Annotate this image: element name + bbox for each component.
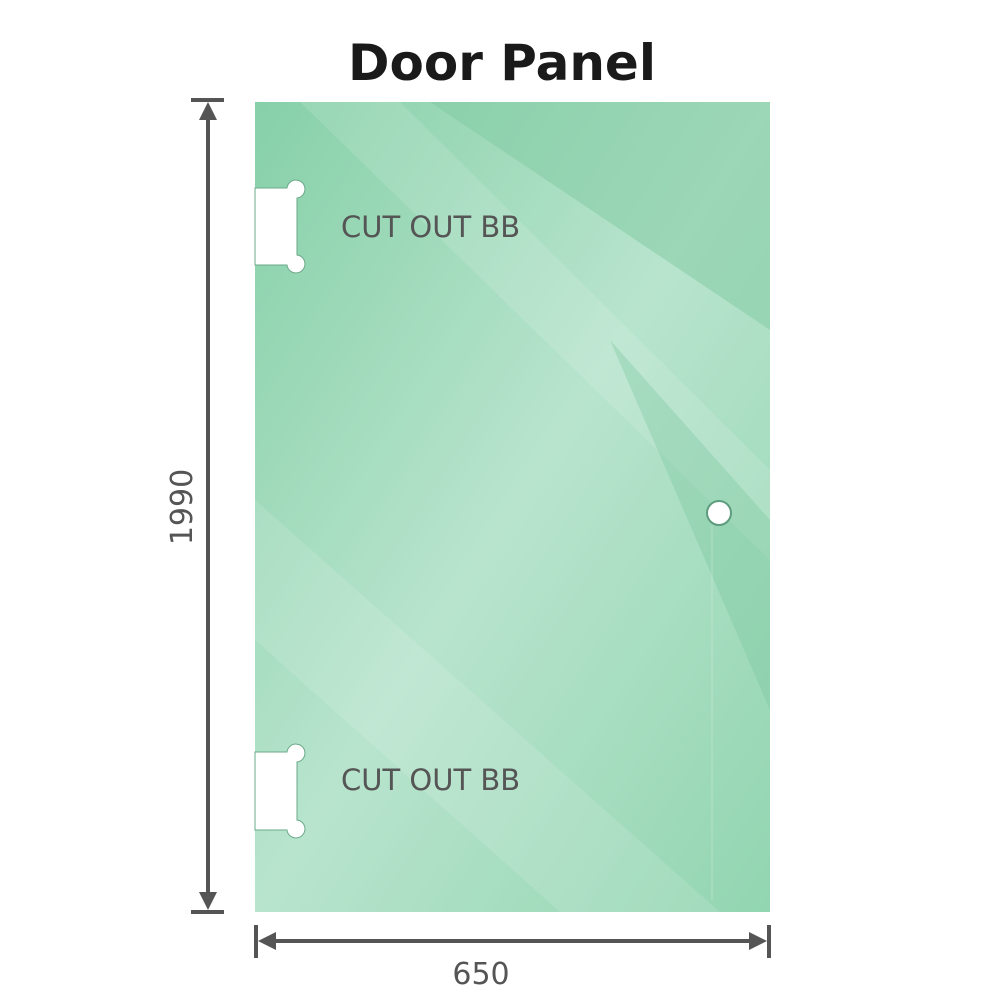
height-dimension-line (191, 98, 224, 914)
cutout-top (254, 179, 306, 274)
width-dimension-label: 650 (452, 957, 509, 992)
width-dimension-line (254, 925, 771, 958)
diagram-title: Door Panel (348, 34, 656, 92)
cutout-bottom (254, 743, 306, 839)
handle-hole (706, 500, 732, 526)
height-dimension-label: 1990 (165, 469, 200, 545)
cutout-label-bottom: CUT OUT BB (341, 763, 520, 797)
cutout-label-top: CUT OUT BB (341, 210, 520, 244)
glass-panel (255, 102, 770, 912)
